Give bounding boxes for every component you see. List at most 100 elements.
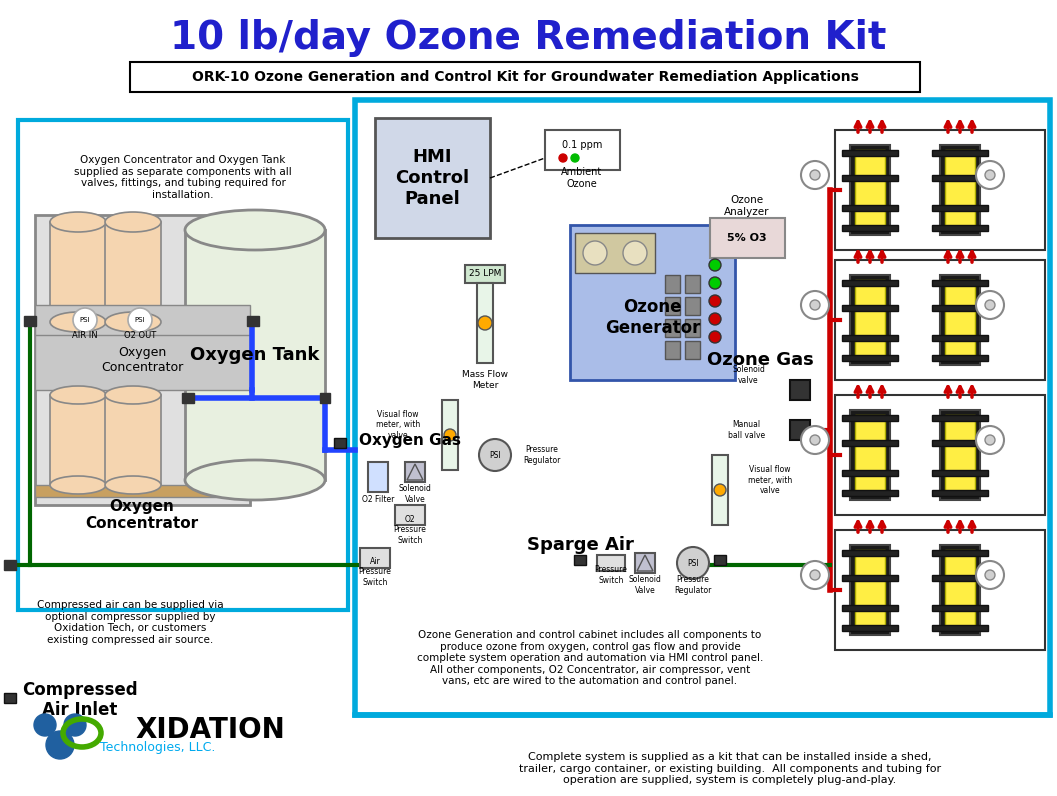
Circle shape [985, 570, 995, 580]
Bar [685, 319, 700, 337]
Bar [945, 150, 975, 230]
Bar [665, 297, 680, 315]
Bar [395, 505, 425, 525]
Circle shape [810, 570, 820, 580]
Circle shape [709, 277, 721, 289]
Text: Solenoid
valve: Solenoid valve [733, 365, 765, 384]
Ellipse shape [185, 210, 324, 250]
Text: Pressure
Regulator: Pressure Regulator [674, 576, 711, 595]
Bar [842, 305, 898, 311]
Bar [932, 175, 988, 181]
Bar [850, 545, 890, 635]
Text: Ozone Generation and control cabinet includes all components to
produce ozone fr: Ozone Generation and control cabinet inc… [416, 630, 763, 686]
Circle shape [128, 308, 152, 332]
Text: 10 lb/day Ozone Remediation Kit: 10 lb/day Ozone Remediation Kit [170, 19, 886, 57]
Text: 5% O3: 5% O3 [727, 233, 766, 243]
Bar [4, 693, 16, 703]
Bar [574, 555, 586, 565]
Text: Ozone
Generator: Ozone Generator [605, 298, 700, 337]
Bar [842, 205, 898, 211]
Circle shape [985, 170, 995, 180]
Circle shape [709, 295, 721, 307]
Text: PSI: PSI [134, 317, 145, 323]
Text: Visual flow
meter, with
valve: Visual flow meter, with valve [375, 410, 420, 440]
Bar [360, 548, 390, 568]
Circle shape [47, 731, 74, 759]
Bar [940, 145, 980, 235]
Bar [842, 225, 898, 231]
Text: 0.1 ppm: 0.1 ppm [562, 140, 602, 150]
Text: PSI: PSI [79, 317, 90, 323]
Circle shape [976, 291, 1004, 319]
Bar [835, 395, 1045, 515]
Bar [835, 260, 1045, 380]
Text: Pressure
Switch: Pressure Switch [594, 565, 628, 585]
Bar [932, 625, 988, 631]
Ellipse shape [105, 476, 161, 494]
Circle shape [73, 308, 97, 332]
Bar [842, 440, 898, 446]
Bar [932, 490, 988, 496]
Ellipse shape [105, 386, 161, 404]
Bar [842, 625, 898, 631]
Text: Volts: Volts [626, 245, 645, 255]
Bar [932, 550, 988, 556]
Bar [570, 225, 735, 380]
Bar [940, 410, 980, 500]
Bar [334, 438, 346, 448]
Text: Ambient
Ozone: Ambient Ozone [561, 167, 602, 189]
Circle shape [985, 435, 995, 445]
Bar [842, 575, 898, 581]
Polygon shape [407, 464, 423, 480]
Bar [665, 319, 680, 337]
Bar [940, 275, 980, 365]
Circle shape [801, 426, 829, 454]
Bar [932, 305, 988, 311]
Bar [105, 222, 161, 322]
Bar [405, 462, 425, 482]
Text: O2 OUT: O2 OUT [124, 330, 156, 340]
Ellipse shape [185, 460, 324, 500]
Bar [932, 205, 988, 211]
Bar [855, 280, 885, 360]
Bar [713, 555, 726, 565]
Text: Solenoid
Valve: Solenoid Valve [398, 484, 431, 504]
Circle shape [976, 561, 1004, 589]
Bar [685, 297, 700, 315]
Circle shape [623, 241, 647, 265]
Bar [355, 100, 1050, 715]
Text: 25 LPM: 25 LPM [469, 270, 501, 279]
Bar [375, 118, 490, 238]
Circle shape [810, 170, 820, 180]
Circle shape [709, 331, 721, 343]
Circle shape [34, 714, 56, 736]
Bar [945, 415, 975, 495]
Text: O2 Filter: O2 Filter [361, 495, 394, 505]
Bar [635, 553, 655, 573]
Text: XIDATION: XIDATION [135, 716, 284, 744]
Bar [842, 550, 898, 556]
Bar [932, 415, 988, 421]
Bar [850, 145, 890, 235]
Text: Amps: Amps [585, 245, 606, 255]
Text: Ozone Gas: Ozone Gas [707, 351, 814, 369]
Bar [18, 120, 348, 610]
Text: Compressed
Air Inlet: Compressed Air Inlet [22, 681, 137, 720]
Circle shape [976, 161, 1004, 189]
Bar [665, 275, 680, 293]
Circle shape [559, 154, 567, 162]
Bar [685, 275, 700, 293]
Ellipse shape [50, 312, 106, 332]
Bar [932, 440, 988, 446]
Text: Mass Flow
Meter: Mass Flow Meter [462, 370, 508, 390]
Bar [842, 335, 898, 341]
Bar [932, 150, 988, 156]
Bar [182, 393, 194, 403]
Text: PSI: PSI [687, 559, 699, 568]
Text: Sparge Air: Sparge Air [526, 536, 633, 554]
Circle shape [64, 714, 86, 736]
Bar [712, 455, 728, 525]
Bar [477, 283, 493, 363]
Ellipse shape [50, 386, 106, 404]
Circle shape [801, 291, 829, 319]
